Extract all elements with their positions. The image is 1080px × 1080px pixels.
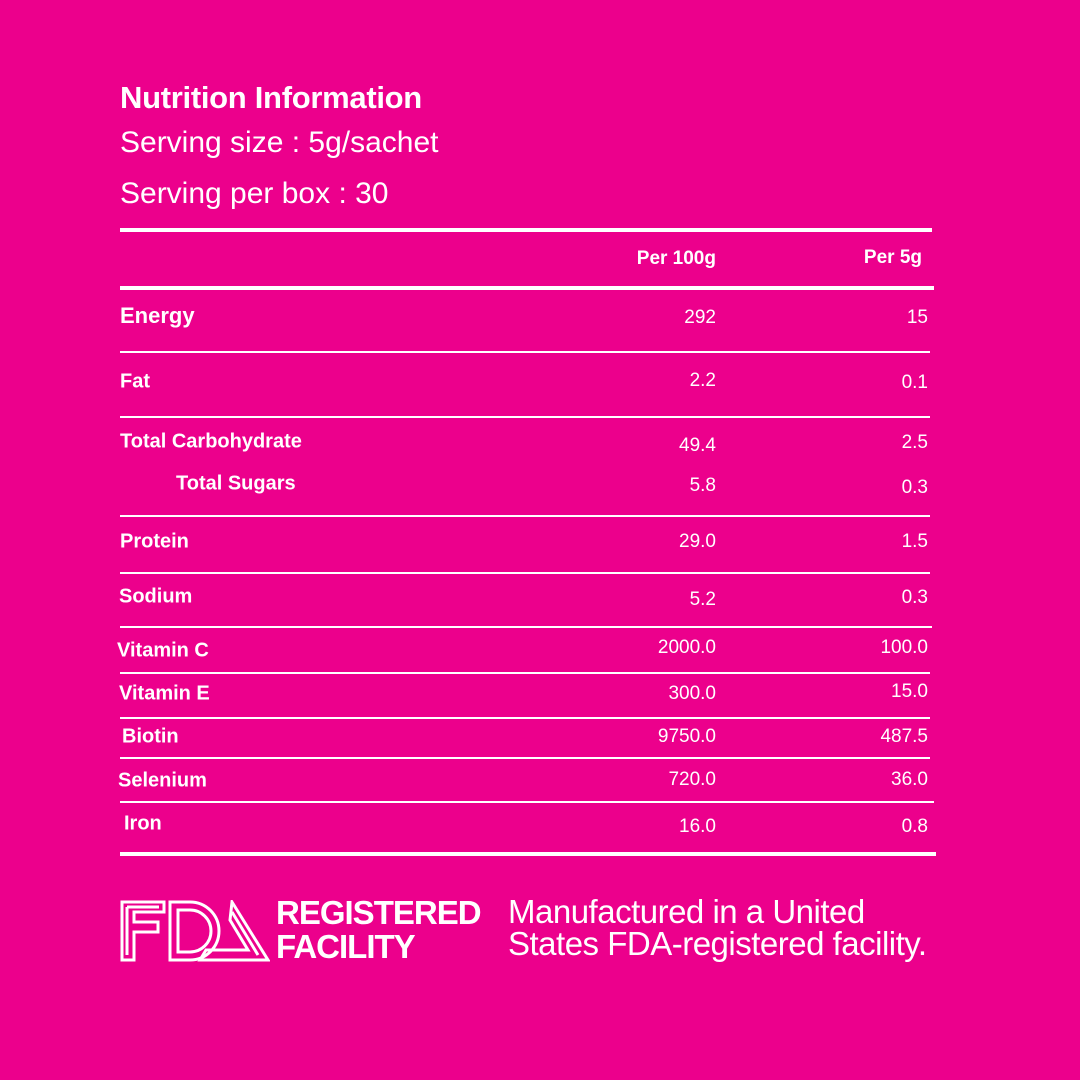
page-title: Nutrition Information <box>120 80 422 115</box>
note-line-1: Manufactured in a United <box>508 893 865 930</box>
nutrient-label: Energy <box>120 303 195 328</box>
nutrient-label: Sodium <box>119 585 193 608</box>
manufacturing-note: Manufactured in a United States FDA-regi… <box>508 893 927 962</box>
value-per-5g: 0.3 <box>901 477 928 498</box>
value-per-5g: 36.0 <box>891 769 928 790</box>
value-per-100g: 16.0 <box>679 816 716 837</box>
badge-line-2: FACILITY <box>276 928 416 965</box>
badge-line-1: REGISTERED <box>276 894 482 931</box>
divider <box>120 515 930 517</box>
note-line-2: States FDA-registered facility. <box>508 925 927 962</box>
value-per-5g: 487.5 <box>880 726 928 747</box>
nutrient-label: Biotin <box>122 725 179 748</box>
divider <box>120 228 932 232</box>
column-header-per-100g: Per 100g <box>636 248 716 269</box>
divider <box>120 757 930 759</box>
nutrient-label: Iron <box>124 812 162 835</box>
value-per-5g: 15 <box>906 307 928 328</box>
value-per-5g: 1.5 <box>901 531 928 552</box>
value-per-5g: 100.0 <box>880 637 928 658</box>
divider <box>120 572 930 574</box>
nutrient-label: Selenium <box>118 769 207 792</box>
value-per-5g: 0.3 <box>901 587 928 608</box>
value-per-100g: 2.2 <box>689 370 716 391</box>
servings-per-box: Serving per box : 30 <box>120 177 389 210</box>
divider <box>120 351 930 353</box>
nutrient-label: Total Sugars <box>176 472 296 495</box>
nutrient-label: Total Carbohydrate <box>120 430 302 453</box>
nutrient-label: Vitamin E <box>119 682 210 705</box>
fda-registered-badge: REGISTERED FACILITY <box>276 894 482 965</box>
value-per-100g: 292 <box>684 307 716 328</box>
value-per-100g: 49.4 <box>679 435 716 456</box>
serving-size: Serving size : 5g/sachet <box>120 126 439 159</box>
value-per-100g: 9750.0 <box>657 726 716 747</box>
column-header-per-5g: Per 5g <box>863 247 922 268</box>
divider <box>120 626 932 628</box>
divider <box>120 416 930 418</box>
value-per-100g: 29.0 <box>679 531 716 552</box>
value-per-5g: 0.1 <box>901 372 928 393</box>
nutrient-label: Protein <box>120 530 189 553</box>
divider <box>120 286 934 290</box>
divider <box>120 672 930 674</box>
value-per-100g: 300.0 <box>668 683 716 704</box>
value-per-100g: 5.2 <box>689 589 716 610</box>
nutrient-label: Vitamin C <box>117 639 209 662</box>
value-per-100g: 2000.0 <box>657 637 716 658</box>
divider <box>120 801 934 803</box>
divider <box>120 852 936 856</box>
value-per-5g: 15.0 <box>891 681 928 702</box>
fda-logo-icon <box>120 900 270 962</box>
value-per-5g: 2.5 <box>901 432 928 453</box>
divider <box>120 717 930 719</box>
value-per-100g: 5.8 <box>689 475 716 496</box>
value-per-5g: 0.8 <box>901 816 928 837</box>
nutrient-label: Fat <box>120 370 150 393</box>
value-per-100g: 720.0 <box>668 769 716 790</box>
